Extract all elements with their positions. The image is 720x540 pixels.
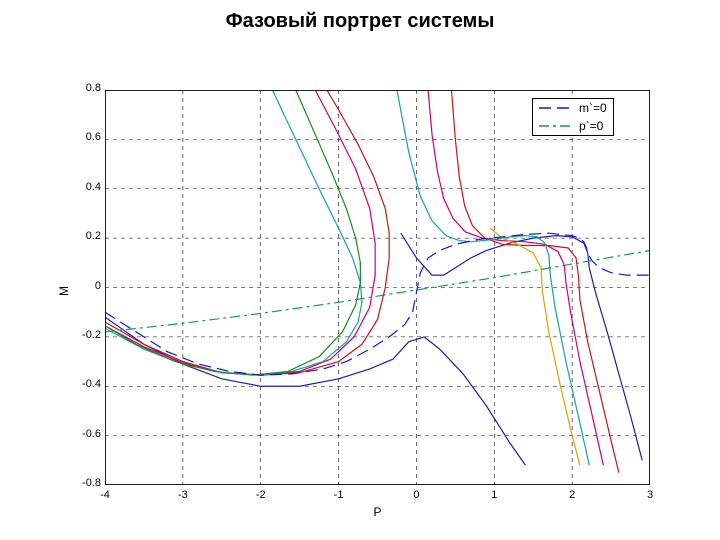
y-tick: 0.8 bbox=[67, 82, 101, 94]
x-tick: -4 bbox=[95, 489, 115, 501]
chart-title: Фазовый портрет системы bbox=[0, 10, 720, 33]
y-tick: -0.8 bbox=[67, 477, 101, 489]
x-axis-label: P bbox=[368, 505, 388, 519]
chart-canvas bbox=[105, 90, 650, 485]
legend: m`=0 p`=0 bbox=[532, 98, 614, 136]
legend-item: p`=0 bbox=[533, 117, 613, 135]
legend-item: m`=0 bbox=[533, 99, 613, 117]
y-tick: 0 bbox=[67, 280, 101, 292]
x-tick: 0 bbox=[406, 489, 426, 501]
x-tick: -2 bbox=[251, 489, 271, 501]
x-tick: 1 bbox=[484, 489, 504, 501]
page-root: Фазовый портрет системы M P m`=0p`=0 -4-… bbox=[0, 0, 720, 540]
x-tick: -3 bbox=[173, 489, 193, 501]
y-tick: 0.6 bbox=[67, 131, 101, 143]
x-tick: 2 bbox=[562, 489, 582, 501]
y-tick: -0.4 bbox=[67, 378, 101, 390]
y-tick: 0.4 bbox=[67, 181, 101, 193]
phase-portrait-chart bbox=[105, 90, 650, 485]
legend-label: p`=0 bbox=[579, 119, 603, 133]
x-tick: 3 bbox=[640, 489, 660, 501]
y-tick: 0.2 bbox=[67, 230, 101, 242]
x-tick: -1 bbox=[329, 489, 349, 501]
y-tick: -0.2 bbox=[67, 329, 101, 341]
y-tick: -0.6 bbox=[67, 428, 101, 440]
legend-label: m`=0 bbox=[579, 101, 607, 115]
